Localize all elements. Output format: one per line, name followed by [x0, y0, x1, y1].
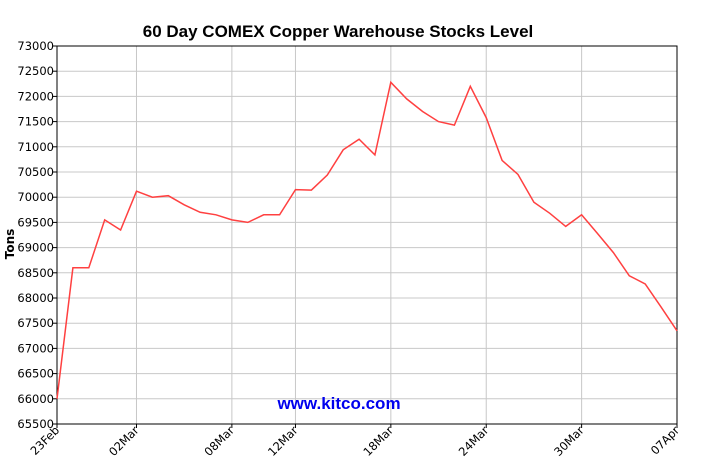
- x-tick-label: 12Mar: [265, 423, 301, 459]
- y-axis-ticks: 65500 66000 66500 67000 67500 68000 68500 69000…: [17, 39, 57, 431]
- grid: [56, 45, 678, 425]
- y-tick-label: 69500: [17, 215, 54, 229]
- y-tick-label: 67000: [17, 341, 54, 355]
- y-tick-label: 70000: [17, 190, 54, 204]
- plot-frame: [56, 45, 678, 425]
- y-tick-label: 71500: [17, 115, 54, 129]
- y-tick-label: 73000: [17, 39, 54, 53]
- y-tick-label: 71000: [17, 140, 54, 154]
- y-tick-label: 66000: [17, 392, 54, 406]
- y-tick-label: 69000: [17, 241, 54, 255]
- watermark: www.kitco.com: [276, 394, 400, 413]
- x-tick-label: 30Mar: [551, 423, 587, 459]
- x-tick-label: 08Mar: [201, 423, 237, 459]
- y-axis-label: Tons: [3, 229, 17, 260]
- y-tick-label: 67500: [17, 316, 54, 330]
- y-tick-label: 72500: [17, 64, 54, 78]
- y-tick-label: 66500: [17, 367, 54, 381]
- chart-title: 60 Day COMEX Copper Warehouse Stocks Lev…: [143, 22, 534, 41]
- x-tick-label: 07Apr: [648, 423, 683, 458]
- y-tick-label: 68500: [17, 266, 54, 280]
- y-tick-label: 72000: [17, 89, 54, 103]
- series-line: [56, 80, 678, 399]
- y-tick-label: 68000: [17, 291, 54, 305]
- x-tick-label: 18Mar: [360, 423, 396, 459]
- data-points: [56, 81, 678, 400]
- y-tick-label: 65500: [17, 417, 54, 431]
- y-tick-label: 70500: [17, 165, 54, 179]
- x-tick-label: 02Mar: [106, 423, 142, 459]
- x-axis-ticks: 23Feb 02Mar 08Mar 12Mar 18Mar 24Mar 30Mar 07Apr…: [27, 423, 683, 459]
- x-tick-label: 24Mar: [456, 423, 492, 459]
